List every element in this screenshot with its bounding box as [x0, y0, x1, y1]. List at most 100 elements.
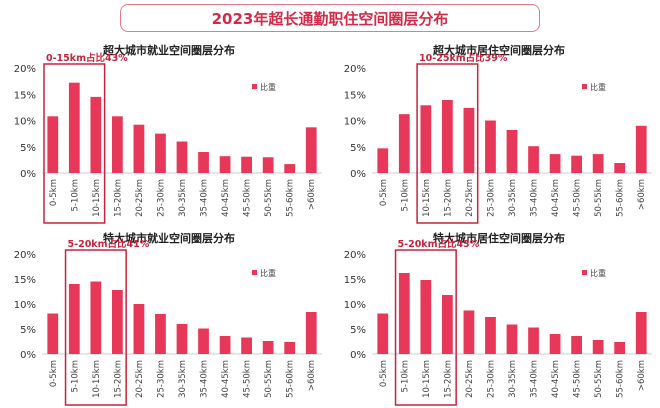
x-tick-label: 30-35km	[178, 179, 188, 217]
y-tick-label: 0%	[350, 169, 366, 180]
x-tick-label: >60km	[637, 179, 647, 210]
bar	[635, 312, 647, 354]
bar	[68, 82, 80, 173]
bar	[305, 127, 317, 173]
x-tick-label: 15-20km	[443, 360, 453, 398]
x-tick-label: >60km	[307, 360, 317, 391]
legend-label: 比重	[260, 82, 276, 92]
y-tick-label: 5%	[350, 143, 366, 154]
bar	[463, 310, 475, 354]
page-title: 2023年超长通勤职住空间圈层分布	[120, 4, 540, 32]
highlight-box	[64, 249, 127, 406]
x-tick-label: 15-20km	[443, 179, 453, 217]
bar	[463, 107, 475, 173]
chart-title: 超大城市居住空间圈层分布	[432, 43, 565, 57]
chart-svg: 超大城市就业空间圈层分布 0% 5% 10% 15% 20% 0-5km 5-10km 10-1…	[14, 43, 322, 224]
bar	[68, 284, 80, 354]
x-tick-label: 20-25km	[465, 179, 475, 217]
x-tick-label: 15-20km	[113, 179, 123, 217]
bar	[262, 157, 274, 173]
bar	[420, 280, 432, 354]
x-tick-label: 5-10km	[400, 179, 410, 212]
x-tick-label: 50-55km	[264, 179, 274, 217]
x-tick-label: 40-45km	[551, 179, 561, 217]
x-tick-label: >60km	[307, 179, 317, 210]
bar	[47, 313, 59, 354]
bar	[241, 337, 252, 354]
bar	[47, 116, 59, 173]
bar	[398, 114, 410, 173]
x-tick-label: 15-20km	[113, 360, 123, 398]
bar	[442, 100, 453, 173]
y-tick-label: 0%	[20, 169, 36, 180]
x-tick-label: 20-25km	[465, 360, 475, 398]
x-tick-label: 50-55km	[264, 360, 274, 398]
bar	[614, 342, 626, 354]
bar	[420, 105, 432, 173]
bar	[155, 133, 166, 173]
chart-svg: 特大城市就业空间圈层分布 0% 5% 10% 15% 20% 0-5km 5-10km 10-1…	[14, 231, 322, 406]
bar	[198, 152, 209, 173]
x-tick-label: 10-15km	[92, 360, 102, 398]
x-tick-label: 20-25km	[135, 360, 145, 398]
bar	[284, 164, 296, 173]
x-tick-label: 0-5km	[379, 179, 389, 206]
bar	[219, 336, 231, 354]
x-tick-label: 55-60km	[286, 360, 296, 398]
x-tick-label: 35-40km	[530, 360, 540, 398]
y-tick-label: 20%	[14, 250, 36, 261]
legend-swatch	[252, 270, 257, 275]
y-tick-label: 5%	[20, 143, 36, 154]
x-tick-label: 55-60km	[616, 179, 626, 217]
bar	[506, 129, 518, 173]
x-tick-label: 45-50km	[243, 179, 253, 217]
bar	[112, 116, 123, 173]
y-tick-label: 0%	[350, 350, 366, 361]
x-tick-label: 30-35km	[508, 179, 518, 217]
y-tick-label: 5%	[20, 325, 36, 336]
x-tick-label: 40-45km	[551, 360, 561, 398]
x-tick-label: 30-35km	[508, 360, 518, 398]
y-tick-label: 20%	[344, 64, 366, 75]
bar	[592, 154, 604, 173]
y-tick-label: 5%	[350, 325, 366, 336]
bar	[176, 141, 188, 173]
y-tick-label: 10%	[14, 300, 36, 311]
highlight-annotation: 10-25km占比39%	[419, 52, 508, 64]
bar	[635, 125, 647, 173]
chart-svg: 超大城市居住空间圈层分布 0% 5% 10% 15% 20% 0-5km 5-10km 10-1…	[344, 43, 652, 224]
chart-title: 特大城市居住空间圈层分布	[433, 231, 565, 245]
bar	[133, 304, 145, 354]
x-tick-label: 5-10km	[70, 360, 80, 393]
x-tick-label: 10-15km	[422, 360, 432, 398]
bar	[398, 273, 410, 354]
bar	[485, 120, 496, 173]
bar	[305, 312, 317, 354]
chart-panel-large-city-residence: 特大城市居住空间圈层分布 0% 5% 10% 15% 20% 0-5km 5-10km 10-1…	[330, 224, 660, 408]
bar	[284, 342, 296, 354]
bar	[377, 148, 389, 173]
bar	[90, 96, 102, 173]
legend-label: 比重	[260, 268, 276, 278]
chart-panel-large-city-employment: 特大城市就业空间圈层分布 0% 5% 10% 15% 20% 0-5km 5-10km 10-1…	[0, 224, 330, 408]
x-tick-label: 55-60km	[286, 179, 296, 217]
x-tick-label: 30-35km	[178, 360, 188, 398]
x-tick-label: 5-10km	[400, 360, 410, 393]
chart-panel-megacity-employment: 超大城市就业空间圈层分布 0% 5% 10% 15% 20% 0-5km 5-10km 10-1…	[0, 36, 330, 226]
bar	[176, 324, 188, 354]
y-tick-label: 15%	[344, 90, 366, 101]
bar	[198, 328, 209, 354]
x-tick-label: 20-25km	[135, 179, 145, 217]
bar	[219, 156, 231, 173]
x-tick-label: 55-60km	[616, 360, 626, 398]
highlight-box	[416, 63, 479, 224]
legend-swatch	[582, 84, 587, 89]
bar	[549, 154, 561, 173]
x-tick-label: 5-10km	[70, 179, 80, 212]
y-tick-label: 20%	[14, 64, 36, 75]
legend-label: 比重	[590, 82, 606, 92]
legend-label: 比重	[590, 268, 606, 278]
x-tick-label: 25-30km	[156, 360, 166, 398]
x-tick-label: 50-55km	[594, 179, 604, 217]
bar	[90, 281, 102, 354]
